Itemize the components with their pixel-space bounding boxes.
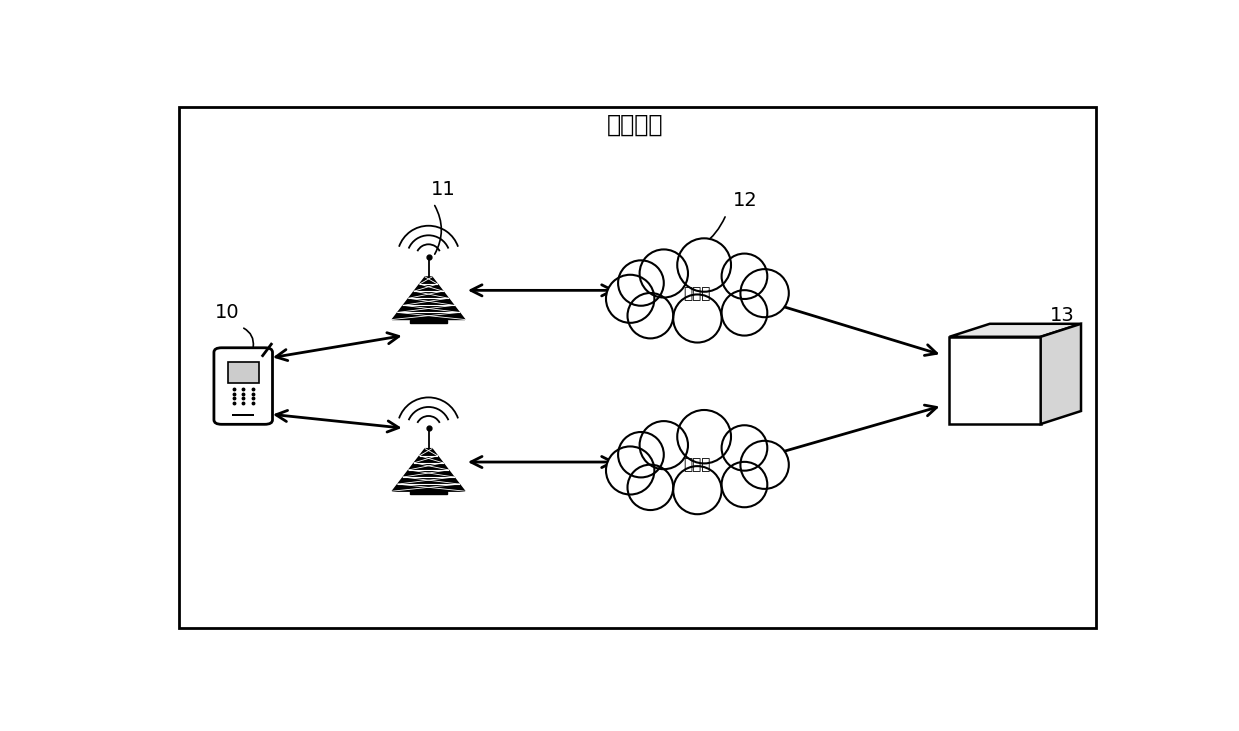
- Ellipse shape: [618, 260, 664, 306]
- Ellipse shape: [618, 432, 664, 477]
- Text: 通信系统: 通信系统: [607, 113, 663, 136]
- Ellipse shape: [673, 295, 721, 343]
- Ellipse shape: [631, 422, 764, 508]
- Ellipse shape: [639, 421, 688, 469]
- Text: 11: 11: [431, 180, 455, 199]
- Ellipse shape: [627, 293, 673, 338]
- Text: 10: 10: [214, 303, 239, 322]
- Ellipse shape: [741, 269, 789, 317]
- Ellipse shape: [606, 275, 654, 323]
- Text: 核心网: 核心网: [684, 286, 711, 300]
- Polygon shape: [1041, 324, 1080, 424]
- Polygon shape: [393, 449, 465, 491]
- Ellipse shape: [721, 254, 767, 299]
- Ellipse shape: [741, 441, 789, 489]
- Ellipse shape: [627, 465, 673, 510]
- Ellipse shape: [678, 410, 731, 463]
- Ellipse shape: [631, 250, 764, 336]
- Text: 13: 13: [1049, 306, 1074, 325]
- Ellipse shape: [673, 466, 721, 514]
- FancyBboxPatch shape: [214, 348, 273, 424]
- Polygon shape: [949, 324, 1080, 337]
- Text: 12: 12: [733, 191, 758, 210]
- Ellipse shape: [606, 447, 654, 494]
- Ellipse shape: [639, 249, 688, 298]
- Bar: [410, 491, 447, 494]
- Bar: [410, 319, 447, 322]
- Ellipse shape: [721, 290, 767, 336]
- Ellipse shape: [721, 462, 767, 507]
- Ellipse shape: [678, 238, 731, 292]
- Bar: [233, 414, 254, 417]
- Text: 核心网: 核心网: [684, 458, 711, 472]
- Ellipse shape: [721, 425, 767, 471]
- Bar: [228, 363, 259, 382]
- Bar: [949, 337, 1041, 424]
- Polygon shape: [393, 277, 465, 319]
